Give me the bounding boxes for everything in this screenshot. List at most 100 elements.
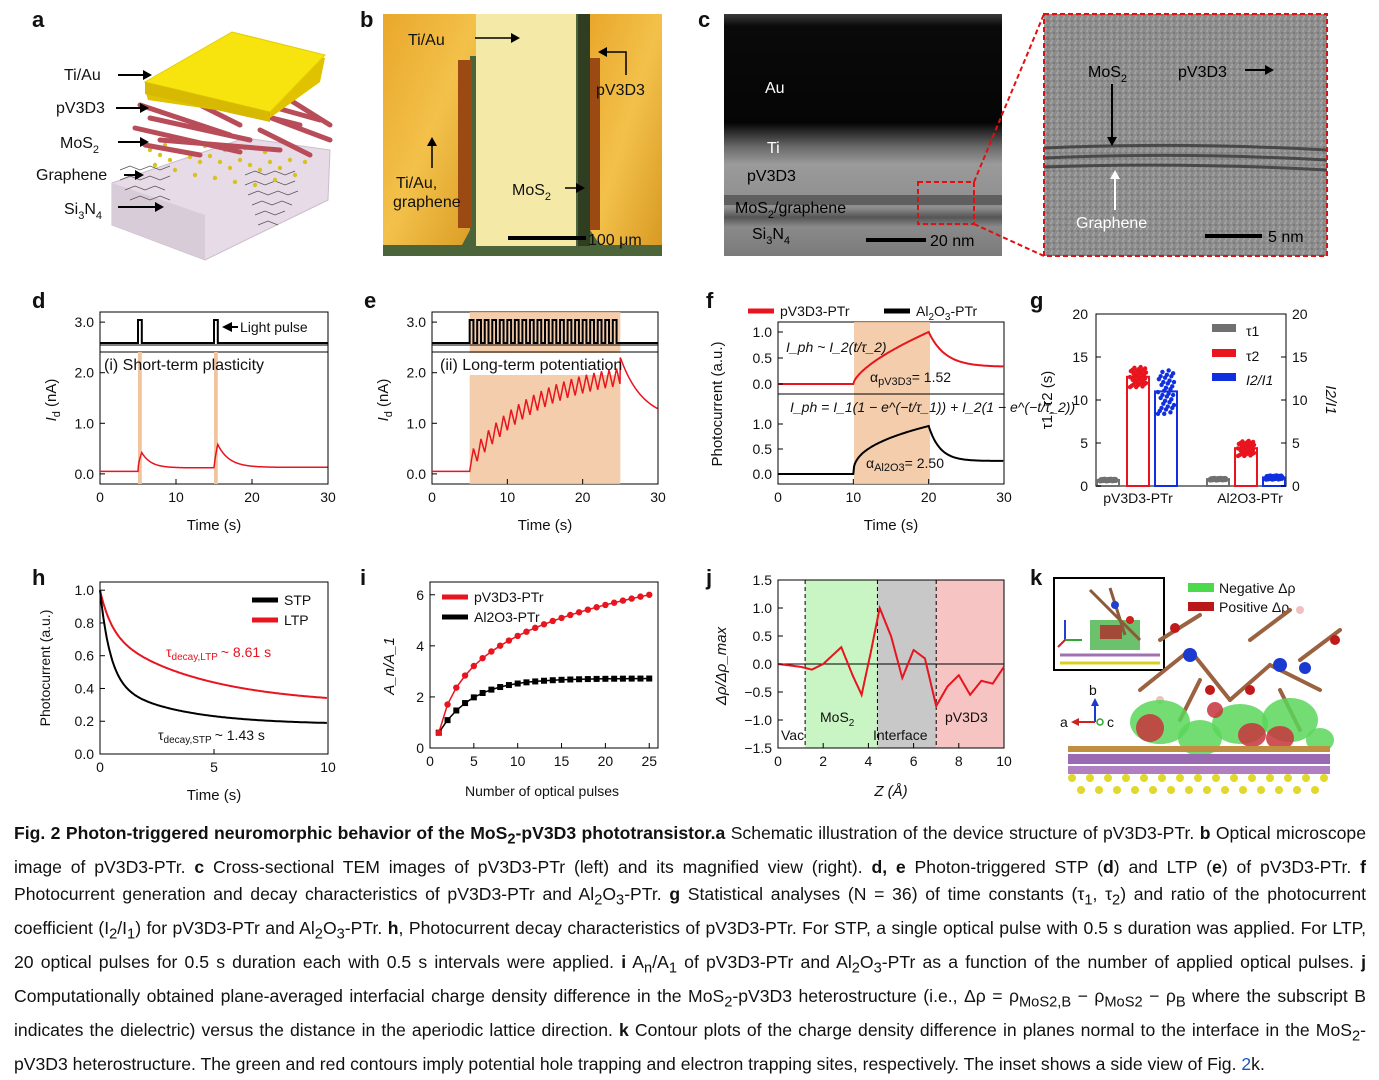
caption-j-end: where the subscript B indicates the diel… [14,986,1366,1041]
label-au: Au [765,80,785,97]
y-tick-label: 0.5 [753,441,773,457]
data-point-pv3d3 [496,642,504,649]
data-point-al2o3 [558,676,565,683]
legend-stp: STP [284,592,311,608]
y-tick-label: 1.0 [753,416,773,432]
data-point [1161,379,1166,385]
y-tick-label: 0.5 [753,628,773,644]
figure-ref-link[interactable]: 2 [1241,1053,1252,1074]
caption-k-mid: -pV3D3 heterostructure. The green and re… [14,1020,1367,1074]
caption-c: Cross-sectional TEM images of pV3D3-PTr … [204,856,863,877]
data-point [1143,380,1149,386]
x-tick-label: 0 [774,489,782,505]
caption-f-end: -PTr. [624,884,662,905]
axis-ticks-f: 0 10 20 30 0.0 0.0 0.5 0.5 1.0 1.0 [753,324,1012,505]
data-point-al2o3 [637,675,644,682]
group-label-pv3d3: pV3D3-PTr [1103,490,1173,506]
caption-g-letter: g [669,884,681,905]
panel-j-letter: j [705,565,712,590]
panel-d: d Light pulse (i) Short-term plasticity … [32,288,336,534]
caption-de-letters: d, e [871,856,906,877]
data-point-al2o3 [541,677,547,684]
panel-b: b Ti/Au pV3D3 Ti/Au, graphene MoS2 100 μ… [360,7,662,256]
panel-g-letter: g [1030,288,1043,313]
axis-label-b: b [1089,682,1097,698]
data-point [1162,398,1168,403]
arrowhead-pv3d3-a [140,103,149,113]
y-tick-label-right: 5 [1292,435,1300,451]
data-point-pv3d3 [479,654,486,662]
annotation-stp: (i) Short-term plasticity [104,357,264,374]
panel-a-letter: a [32,7,45,32]
data-point [1235,446,1241,451]
ylabel-g-left: τ1, τ2 (s) [1039,371,1056,430]
panel-i: i pV3D3-PTr Al2O3-PTr 0 5 10 15 20 25 0 2 4 6 A_n… [360,565,659,799]
x-tick-label: 30 [650,489,666,505]
caption-i-o: O [859,952,874,973]
axis-ticks-e: 0 10 20 30 0.0 1.0 2.0 3.0 [407,314,666,505]
caption-i: A [626,952,645,973]
caption-f-letter: f [1360,856,1366,877]
y-tick-label: 0.2 [75,713,95,729]
figure-caption: Fig. 2 Photon-triggered neuromorphic beh… [14,820,1366,1078]
data-point [1162,411,1167,416]
data-point [1168,410,1173,415]
caption-i-s3: 2 [851,960,860,977]
group-label-al2o3: Al2O3-PTr [1217,490,1283,506]
legend-ltp: LTP [284,612,309,628]
data-point-pv3d3 [435,729,442,736]
plot-frame-i [429,581,659,749]
pulse-band [138,352,142,484]
x-tick-label: 6 [910,753,918,769]
y-tick-label: 0.0 [753,376,773,392]
caption-b: Optical microscope image of pV3D3-PTr. [14,823,1366,877]
arrowhead-mos2-a [140,137,149,147]
caption-i-letter: i [621,952,627,973]
data-point-al2o3 [470,694,477,701]
caption-g-mid3: /I [117,918,128,939]
data-point-pv3d3 [514,632,521,640]
arrowhead-tiau [143,70,152,80]
caption-j-s3: MoS2 [1104,994,1143,1011]
legend-i-pv3d3: pV3D3-PTr [474,589,544,605]
bar [1126,375,1150,487]
y-tick-label: 2.0 [407,365,427,381]
data-point [1160,392,1165,398]
caption-j: Computationally obtained plane-averaged … [14,986,725,1007]
pulse-bands-d [138,352,218,484]
x-tick-label: 0 [426,753,434,769]
data-point-al2o3 [532,678,539,685]
caption-j-s2: MoS2,B [1018,994,1072,1011]
caption-g-mid: , τ [1092,884,1113,905]
label-pv3d3-c: pV3D3 [747,168,796,185]
data-point [1167,378,1172,383]
data-line-d [100,442,328,473]
caption-b-letter: b [1199,823,1211,843]
data-point [1139,369,1144,374]
tem-right [1044,14,1327,256]
alpha-al2o3: αAl2O3= 2.50 [866,455,944,474]
y-tick-label: 0.5 [753,350,773,366]
x-tick-label: 10 [320,759,336,775]
axis-ticks-h: 0 5 10 0.0 0.2 0.4 0.6 0.8 1.0 [75,582,336,775]
data-point [1134,378,1140,384]
panel-a: a Ti/Au pV3D3 [32,7,333,261]
y-tick-label: 1.0 [407,415,427,431]
data-point [1134,384,1139,390]
y-tick-label: 0.4 [75,680,95,696]
y-tick-label: 0.0 [75,746,95,762]
panel-b-letter: b [360,7,373,32]
data-point-pv3d3 [505,637,513,644]
tau-stp: τdecay,STP ~ 1.43 s [158,727,265,746]
legend-arrow-d [222,322,232,332]
data-point-al2o3 [514,680,521,687]
series-line-al2o3 [438,677,650,734]
data-point-al2o3 [628,675,635,682]
right-electrode [590,14,662,245]
x-tick-label: 20 [921,489,937,505]
arrowhead-graphene-c [1110,170,1120,179]
y-tick-label: −1.0 [744,712,772,728]
data-point-al2o3 [584,676,591,683]
x-tick-label: 4 [865,753,873,769]
caption-f-o: O [602,884,617,905]
